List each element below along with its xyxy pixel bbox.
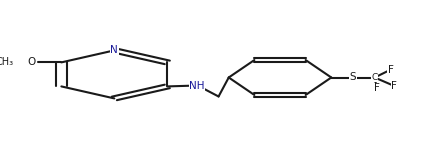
Text: F: F	[374, 83, 379, 93]
Text: F: F	[388, 65, 393, 75]
Text: CH₃: CH₃	[0, 57, 14, 67]
Text: N: N	[111, 45, 118, 55]
Text: NH: NH	[189, 81, 205, 91]
Text: C: C	[371, 73, 378, 82]
Text: S: S	[350, 73, 356, 82]
Text: F: F	[391, 81, 397, 91]
Text: O: O	[28, 57, 36, 67]
